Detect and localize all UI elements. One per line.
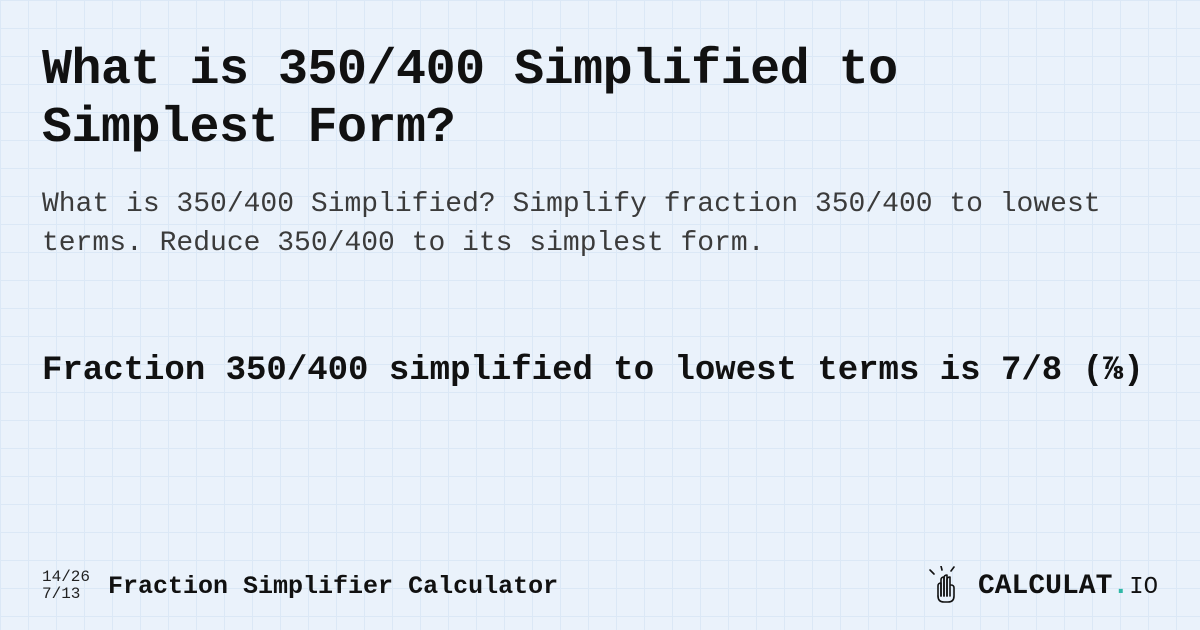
footer: 14/26 7/13 Fraction Simplifier Calculato… xyxy=(42,566,1158,606)
brand-text: CALCULAT.IO xyxy=(978,571,1158,602)
main-content: What is 350/400 Simplified to Simplest F… xyxy=(42,42,1158,395)
fraction-icon-top: 14/26 xyxy=(42,569,90,586)
footer-left: 14/26 7/13 Fraction Simplifier Calculato… xyxy=(42,569,558,603)
brand-name-part2: IO xyxy=(1129,574,1158,601)
page-title: What is 350/400 Simplified to Simplest F… xyxy=(42,42,1158,157)
footer-label: Fraction Simplifier Calculator xyxy=(108,572,558,601)
fraction-icon-bottom: 7/13 xyxy=(42,586,90,603)
brand-hand-icon xyxy=(928,566,968,606)
page-description: What is 350/400 Simplified? Simplify fra… xyxy=(42,185,1158,263)
brand: CALCULAT.IO xyxy=(928,566,1158,606)
brand-dot: . xyxy=(1112,571,1129,602)
fraction-icon: 14/26 7/13 xyxy=(42,569,90,603)
result-text: Fraction 350/400 simplified to lowest te… xyxy=(42,349,1158,395)
brand-name-part1: CALCULAT xyxy=(978,571,1112,602)
